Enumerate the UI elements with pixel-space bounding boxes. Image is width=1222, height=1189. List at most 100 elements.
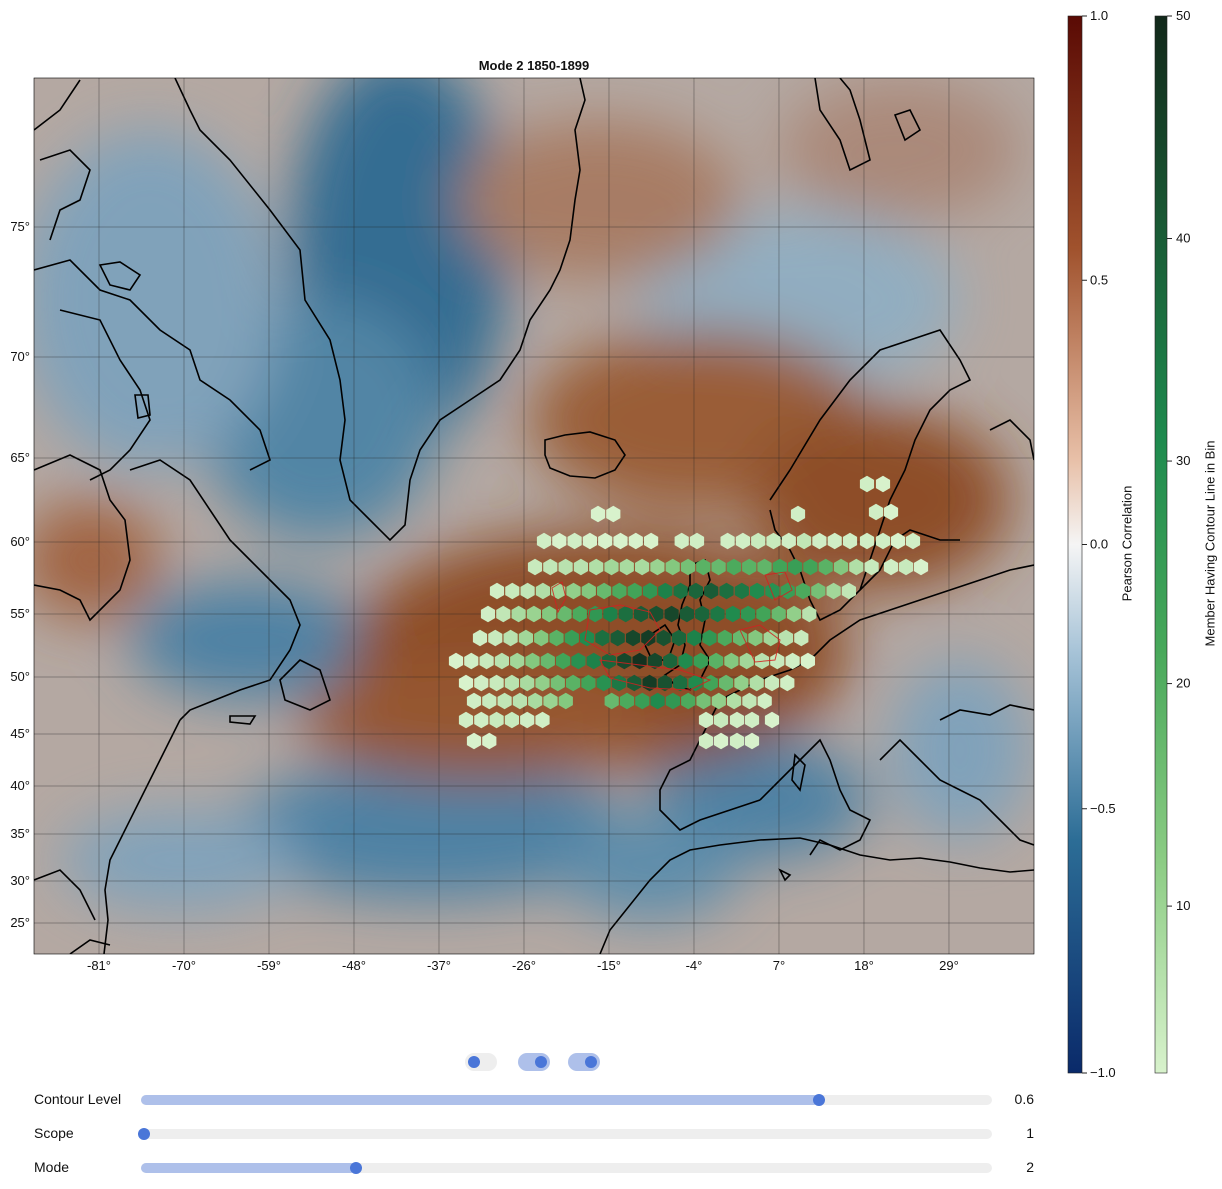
contour-lines [551,571,793,691]
latitude-tick-label: 50° [10,669,30,684]
hexbin-cell [765,582,780,600]
hexbin-cell [726,558,741,576]
hexbin-cell [597,582,612,600]
hexbin-cell [859,475,875,493]
hexbin-cell [717,629,732,647]
correlation-tick-label: −1.0 [1090,1065,1116,1080]
slider-label: Contour Level [34,1091,122,1107]
hexbin-cell [757,558,772,576]
contour-level-slider[interactable] [141,1094,992,1106]
hexbin-cell [527,558,543,576]
hexbin-cell [625,629,641,647]
hexbin-cell [644,532,659,550]
hexbin-cell [742,692,757,710]
hexbin-cell [812,532,827,550]
longitude-tick-label: 29° [939,958,959,973]
hexbin-cell [764,674,780,692]
hexbin-cell [757,692,772,710]
hexbin-cell [518,629,533,647]
hexbin-cell [658,582,673,600]
hexbin-cell [535,674,550,692]
hexbin-cell [710,605,725,623]
hexbin-cell [875,532,891,550]
hexbin-cell [859,532,875,550]
hexbin-cell [778,629,794,647]
hexbin-layer [448,475,929,750]
hexbin-cell [464,652,479,670]
hexbin-cell [618,605,633,623]
hexbin-cell [472,629,488,647]
latitude-tick-label: 40° [10,778,30,793]
hexbin-cell [528,692,543,710]
hexbin-cell [489,582,505,600]
hexbin-cell [790,505,806,523]
hexbin-cell [503,629,518,647]
hexbin-cell [535,711,550,729]
mode-slider[interactable] [141,1162,992,1174]
hexbin-cell [664,605,679,623]
hexbin-cell [729,711,745,729]
hexbin-cell [663,652,678,670]
hexbin-cell [756,605,771,623]
hexbin-cell [827,532,842,550]
hexbin-cell [720,532,735,550]
member-tick-label: 10 [1176,898,1190,913]
longitude-tick-label: -59° [257,958,281,973]
hexbin-cell [619,558,634,576]
longitude-tick-label: -48° [342,958,366,973]
hexbin-cell [913,558,929,576]
longitude-tick-label: -70° [172,958,196,973]
latitude-tick-label: 75° [10,219,30,234]
slider-handle[interactable] [813,1094,826,1106]
slider-fill [141,1163,357,1173]
hexbin-cell [681,692,696,710]
toggle-3[interactable] [568,1053,600,1071]
hexbin-cell [724,652,739,670]
hexbin-cell [680,558,696,576]
hexbin-cell [818,558,833,576]
hexbin-cell [466,732,482,750]
hexbin-cell [688,582,703,600]
correlation-tick-label: −0.5 [1090,801,1116,816]
hexbin-cell [586,652,601,670]
slider-label: Scope [34,1125,74,1141]
hexbin-cell [786,605,802,623]
hexbin-cell [742,558,757,576]
hexbin-cell [868,503,884,521]
hexbin-cell [771,605,786,623]
hexbin-cell [552,532,567,550]
longitude-tick-label: 7° [773,958,785,973]
hexbin-cell [849,558,864,576]
toggle-2[interactable] [518,1053,550,1071]
hexbin-cell [749,674,764,692]
hexbin-cell [883,503,899,521]
hexbin-cell [474,674,489,692]
slider-row-contour-level: Contour Level 0.6 [0,1088,1222,1112]
hexbin-cell [704,582,719,600]
hexbin-cell [635,558,650,576]
hexbin-cell [596,674,611,692]
slider-handle[interactable] [350,1162,363,1174]
member-colorbar-ticks: 50 40 30 20 10 [1167,8,1190,913]
hexbin-cell [744,711,760,729]
latitude-tick-label: 25° [10,915,30,930]
hexbin-cell [558,692,573,710]
hexbin-cell [571,652,586,670]
hexbin-cell [489,674,504,692]
correlation-tick-label: 1.0 [1090,8,1108,23]
hexbin-cell [627,674,642,692]
slider-handle[interactable] [138,1128,150,1140]
hexbin-cell [549,629,564,647]
toggle-1[interactable] [465,1053,497,1071]
hexbin-cell [780,674,795,692]
hexbin-cell [474,711,489,729]
scope-slider[interactable] [138,1128,992,1140]
hexbin-cell [696,558,711,576]
longitude-tick-label: -37° [427,958,451,973]
slider-row-scope: Scope 1 [0,1122,1222,1146]
hexbin-cell [520,674,535,692]
hexbin-cell [564,629,579,647]
hexbin-cell [520,711,535,729]
hexbin-cell [678,652,693,670]
hexbin-cell [709,652,724,670]
